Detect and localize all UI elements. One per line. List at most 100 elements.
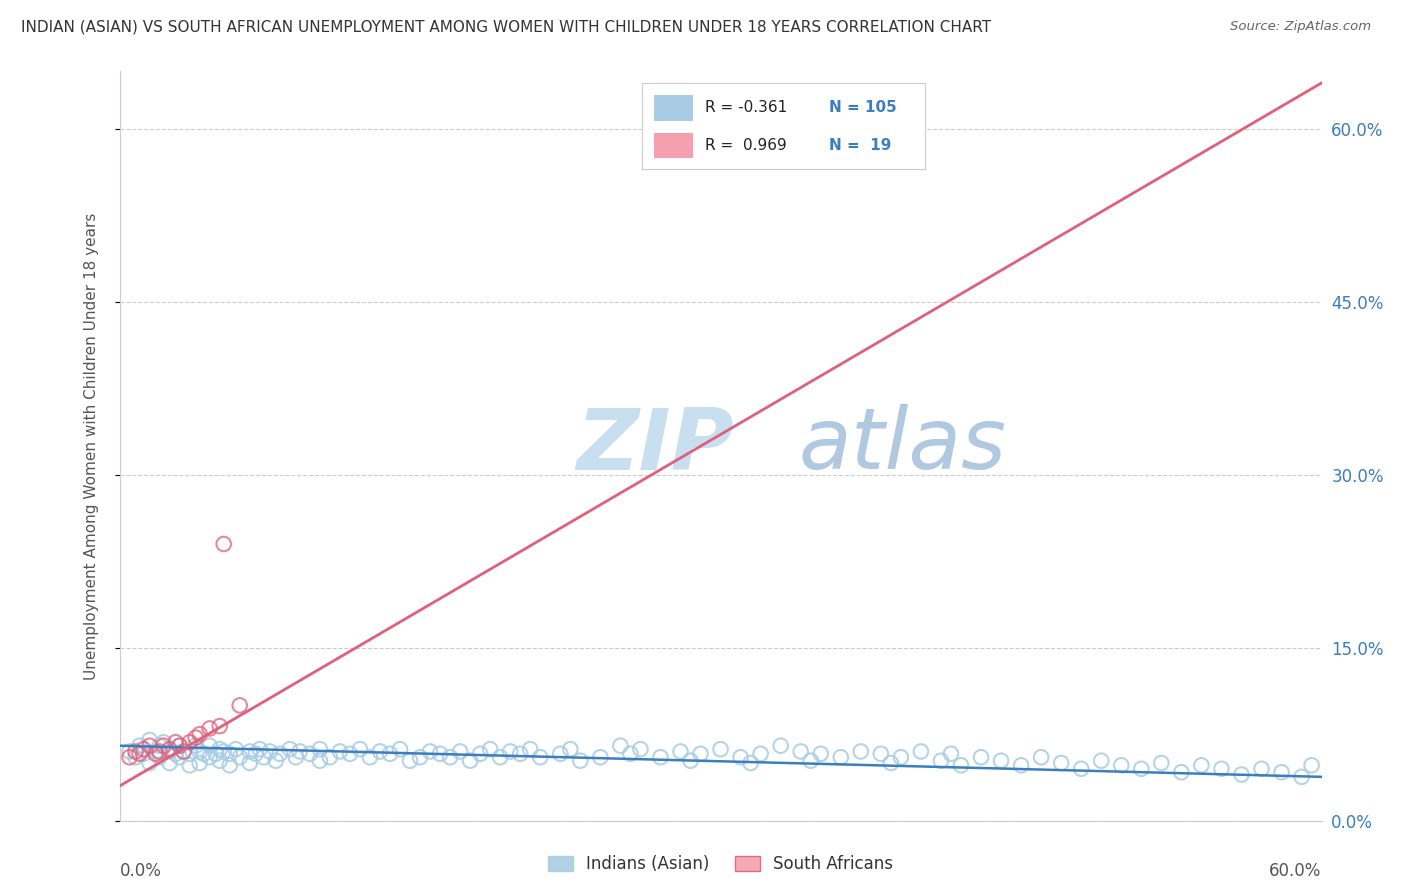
Point — [730, 750, 752, 764]
Point — [198, 750, 221, 764]
Point — [449, 744, 471, 758]
Point — [499, 744, 522, 758]
Text: INDIAN (ASIAN) VS SOUTH AFRICAN UNEMPLOYMENT AMONG WOMEN WITH CHILDREN UNDER 18 : INDIAN (ASIAN) VS SOUTH AFRICAN UNEMPLOY… — [21, 20, 991, 35]
Point — [208, 754, 231, 768]
Point — [159, 744, 181, 758]
Point — [198, 722, 221, 736]
Point — [939, 747, 962, 761]
Point — [1250, 762, 1272, 776]
Point — [800, 754, 823, 768]
Point — [218, 747, 240, 761]
Point — [1230, 767, 1253, 781]
Point — [179, 735, 201, 749]
Point — [159, 742, 181, 756]
Point — [550, 747, 572, 761]
Point — [225, 742, 247, 756]
Point — [339, 747, 361, 761]
Point — [298, 747, 321, 761]
Point — [1211, 762, 1233, 776]
Point — [184, 739, 207, 753]
Point — [419, 744, 441, 758]
Point — [509, 747, 531, 761]
Point — [650, 750, 672, 764]
Point — [159, 756, 181, 770]
Point — [849, 744, 872, 758]
Point — [193, 747, 215, 761]
Point — [145, 744, 167, 758]
Point — [124, 750, 146, 764]
Text: R = -0.361: R = -0.361 — [704, 100, 787, 115]
Point — [1301, 758, 1323, 772]
Point — [173, 744, 195, 758]
Text: N = 105: N = 105 — [830, 100, 897, 115]
Point — [149, 739, 172, 753]
Point — [769, 739, 792, 753]
Text: R =  0.969: R = 0.969 — [704, 138, 786, 153]
Point — [630, 742, 652, 756]
Point — [284, 750, 307, 764]
Text: ZIP: ZIP — [576, 404, 734, 488]
Point — [198, 739, 221, 753]
FancyBboxPatch shape — [654, 95, 693, 120]
FancyBboxPatch shape — [654, 133, 693, 159]
Point — [188, 727, 211, 741]
Point — [378, 747, 401, 761]
Point — [184, 731, 207, 745]
Point — [1170, 765, 1192, 780]
Point — [138, 756, 160, 770]
Point — [319, 750, 342, 764]
Point — [269, 747, 291, 761]
Text: Source: ZipAtlas.com: Source: ZipAtlas.com — [1230, 20, 1371, 33]
Point — [740, 756, 762, 770]
Point — [188, 756, 211, 770]
Point — [228, 750, 252, 764]
Point — [239, 756, 262, 770]
Point — [1150, 756, 1173, 770]
Point — [1010, 758, 1032, 772]
Point — [689, 747, 711, 761]
Point — [208, 719, 231, 733]
Point — [1291, 770, 1313, 784]
Point — [560, 742, 582, 756]
Point — [212, 744, 235, 758]
Point — [138, 733, 160, 747]
Point — [1090, 754, 1112, 768]
Point — [830, 750, 852, 764]
Point — [869, 747, 893, 761]
Point — [239, 744, 262, 758]
Point — [810, 747, 832, 761]
Point — [128, 747, 150, 761]
Point — [399, 754, 422, 768]
Point — [709, 742, 731, 756]
Point — [439, 750, 461, 764]
Point — [349, 742, 371, 756]
Point — [589, 750, 612, 764]
Point — [259, 744, 281, 758]
Text: atlas: atlas — [799, 404, 1007, 488]
Point — [165, 747, 187, 761]
Point — [253, 750, 276, 764]
Point — [458, 754, 481, 768]
Point — [124, 744, 146, 758]
Point — [145, 747, 167, 761]
Point — [880, 756, 903, 770]
Point — [309, 742, 332, 756]
Point — [929, 754, 952, 768]
Point — [910, 744, 932, 758]
Y-axis label: Unemployment Among Women with Children Under 18 years: Unemployment Among Women with Children U… — [84, 212, 98, 680]
Point — [245, 747, 267, 761]
Point — [790, 744, 813, 758]
Text: N =  19: N = 19 — [830, 138, 891, 153]
Point — [479, 742, 502, 756]
Point — [128, 739, 150, 753]
Point — [152, 739, 174, 753]
Point — [679, 754, 702, 768]
Point — [429, 747, 451, 761]
Point — [468, 747, 492, 761]
Point — [489, 750, 512, 764]
Point — [132, 742, 155, 756]
Point — [179, 758, 201, 772]
Point — [173, 744, 195, 758]
Point — [204, 747, 226, 761]
Point — [1029, 750, 1052, 764]
